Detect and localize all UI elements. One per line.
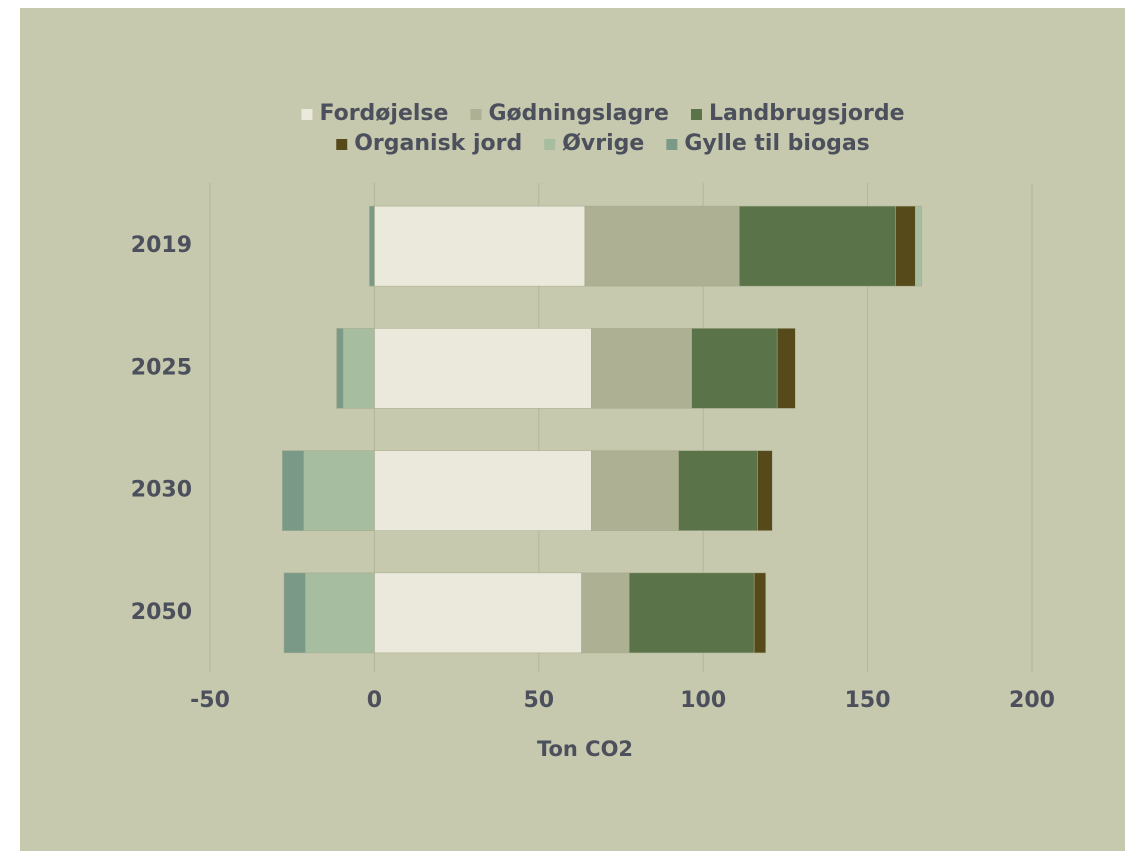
legend-label: Organisk jord <box>354 131 522 156</box>
bar-segment <box>591 450 679 531</box>
bar-segment <box>374 450 592 531</box>
bar-segment <box>374 572 582 654</box>
legend-swatch <box>470 109 482 120</box>
bar-segment <box>757 450 773 531</box>
x-tick-label: -50 <box>190 688 230 713</box>
bar-segment <box>303 450 375 531</box>
bar-segment <box>374 205 586 287</box>
bar-segment <box>776 328 796 409</box>
legend-label: Fordøjelse <box>319 101 448 126</box>
legend-swatch <box>301 109 313 120</box>
legend-label: Gylle til biogas <box>684 131 869 156</box>
x-tick-label: 200 <box>1009 688 1055 713</box>
bar-segment <box>283 572 306 654</box>
bar-segment <box>739 205 896 287</box>
x-axis-label: Ton CO2 <box>537 737 633 761</box>
legend-swatch <box>544 139 556 150</box>
x-tick-label: 0 <box>367 688 382 713</box>
legend-swatch <box>690 109 702 120</box>
bar-segment <box>369 205 375 287</box>
y-tick-label: 2019 <box>131 233 192 258</box>
bar-segment <box>753 572 766 654</box>
x-tick-label: 100 <box>680 688 726 713</box>
x-tick-label: 50 <box>523 688 554 713</box>
legend-label: Landbrugsjorde <box>709 101 905 126</box>
bar-segment <box>581 572 630 654</box>
bar-segment <box>678 450 758 531</box>
y-tick-label: 2030 <box>131 478 192 503</box>
bar-segment <box>628 572 755 654</box>
bar-segment <box>282 450 304 531</box>
bar-segment <box>691 328 778 409</box>
bar-segment <box>584 205 740 287</box>
bar-segment <box>895 205 916 287</box>
bar-segment <box>374 328 592 409</box>
legend-swatch <box>336 139 348 150</box>
legend-label: Gødningslagre <box>488 101 669 126</box>
legend-label: Øvrige <box>562 131 644 156</box>
bar-segment <box>915 205 923 287</box>
bar-segment <box>305 572 375 654</box>
bar-segment <box>591 328 692 409</box>
legend-swatch <box>666 139 678 150</box>
chart-background <box>20 8 1125 851</box>
x-tick-label: 150 <box>845 688 891 713</box>
bar-segment <box>336 328 344 409</box>
y-tick-label: 2050 <box>131 600 192 625</box>
bar-segment <box>342 328 375 409</box>
y-tick-label: 2025 <box>131 355 192 380</box>
